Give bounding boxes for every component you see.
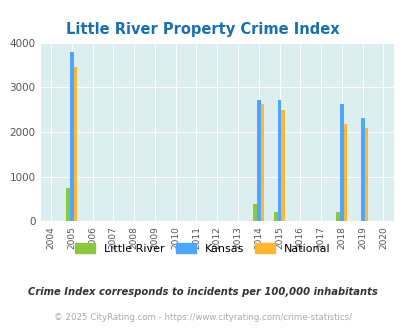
Bar <box>343 124 347 221</box>
Bar <box>66 188 70 221</box>
Bar <box>260 104 264 221</box>
Bar <box>335 212 339 221</box>
Bar <box>70 52 73 221</box>
Text: © 2025 CityRating.com - https://www.cityrating.com/crime-statistics/: © 2025 CityRating.com - https://www.city… <box>54 313 351 322</box>
Bar <box>256 100 260 221</box>
Text: Crime Index corresponds to incidents per 100,000 inhabitants: Crime Index corresponds to incidents per… <box>28 287 377 297</box>
Bar <box>339 104 343 221</box>
Legend: Little River, Kansas, National: Little River, Kansas, National <box>70 239 335 258</box>
Text: Little River Property Crime Index: Little River Property Crime Index <box>66 22 339 37</box>
Bar <box>273 212 277 221</box>
Bar <box>277 100 281 221</box>
Bar <box>360 117 364 221</box>
Bar <box>364 127 367 221</box>
Bar <box>281 110 284 221</box>
Bar <box>253 204 256 221</box>
Bar <box>73 67 77 221</box>
